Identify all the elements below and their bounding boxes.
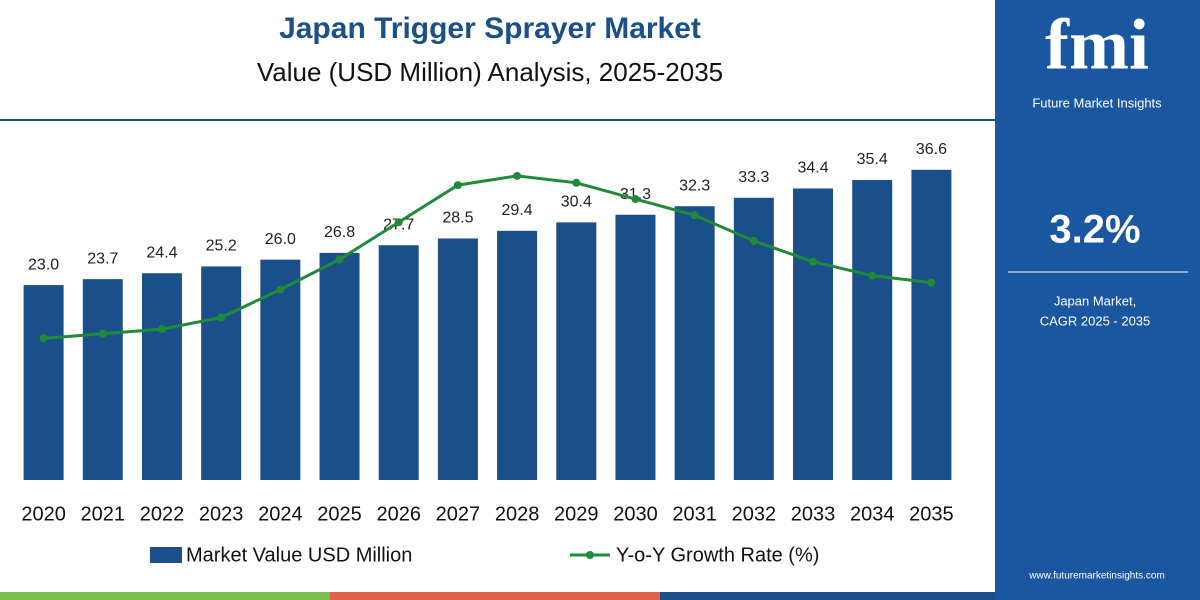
data-label: 26.8 xyxy=(324,224,355,241)
line-point xyxy=(276,285,285,294)
data-label: 28.5 xyxy=(442,210,473,227)
brand: Future Market Insights xyxy=(1032,95,1162,110)
data-label: 36.6 xyxy=(916,141,947,158)
bar xyxy=(141,273,182,480)
bar xyxy=(911,169,952,480)
bar xyxy=(437,238,478,480)
line-point xyxy=(157,325,166,334)
x-tick-label: 2022 xyxy=(140,503,185,525)
x-tick-label: 2025 xyxy=(317,503,362,525)
sidebar xyxy=(995,0,1200,600)
data-label: 35.4 xyxy=(857,151,888,168)
x-tick-label: 2027 xyxy=(436,503,481,525)
line-point xyxy=(217,313,226,322)
line-point xyxy=(690,211,699,220)
bar xyxy=(556,222,597,481)
bar xyxy=(319,252,360,480)
footer-strip xyxy=(660,592,995,600)
chart-title: Japan Trigger Sprayer Market xyxy=(279,12,701,45)
line-point xyxy=(572,178,581,187)
cagr-label: Japan Market, xyxy=(1054,293,1136,308)
bar xyxy=(674,206,715,480)
data-label: 29.4 xyxy=(502,202,533,219)
data-label: 34.4 xyxy=(797,160,828,177)
x-tick-label: 2029 xyxy=(554,503,599,525)
x-tick-label: 2024 xyxy=(258,503,303,525)
x-tick-label: 2032 xyxy=(732,503,777,525)
data-label: 26.0 xyxy=(265,231,296,248)
line-point xyxy=(453,181,462,190)
x-tick-label: 2035 xyxy=(909,503,954,525)
legend-label: Market Value USD Million xyxy=(186,544,412,566)
data-label: 23.7 xyxy=(87,250,118,267)
line-point xyxy=(98,329,107,338)
data-label: 31.3 xyxy=(620,186,651,203)
bar xyxy=(201,266,242,480)
bar xyxy=(793,188,834,480)
cagr-label: CAGR 2025 - 2035 xyxy=(1040,313,1151,328)
footer-strip xyxy=(330,592,660,600)
line-point xyxy=(513,171,522,180)
data-label: 30.4 xyxy=(561,194,592,211)
growth-line xyxy=(43,174,932,340)
logo: fmi xyxy=(1045,5,1149,85)
bar xyxy=(615,214,656,481)
x-tick-label: 2034 xyxy=(850,503,895,525)
line-point xyxy=(335,255,344,264)
line-point xyxy=(394,218,403,227)
cagr: 3.2% xyxy=(1049,208,1140,252)
line-point xyxy=(927,278,936,287)
x-tick-label: 2026 xyxy=(376,503,421,525)
line-point xyxy=(809,257,818,266)
data-label: 25.2 xyxy=(206,238,237,255)
url: www.futuremarketinsights.com xyxy=(1028,571,1165,582)
line-point xyxy=(749,236,758,245)
x-tick-label: 2031 xyxy=(672,503,717,525)
data-label: 32.3 xyxy=(679,177,710,194)
footer-strip xyxy=(0,592,330,600)
x-tick-label: 2033 xyxy=(791,503,836,525)
bar xyxy=(23,285,64,480)
x-tick-label: 2030 xyxy=(613,503,658,525)
x-tick-label: 2028 xyxy=(495,503,540,525)
line-point xyxy=(631,195,640,204)
x-tick-label: 2020 xyxy=(21,503,66,525)
x-tick-label: 2023 xyxy=(199,503,244,525)
data-label: 24.4 xyxy=(146,244,177,261)
legend-swatch xyxy=(150,547,182,563)
bar xyxy=(82,279,123,480)
line-point xyxy=(39,334,48,343)
line-point xyxy=(868,271,877,280)
legend-swatch xyxy=(586,551,594,559)
bar xyxy=(378,245,419,480)
data-label: 23.0 xyxy=(28,256,59,273)
legend-label: Y-o-Y Growth Rate (%) xyxy=(616,544,819,566)
chart-subtitle: Value (USD Million) Analysis, 2025-2035 xyxy=(257,57,723,87)
bar xyxy=(852,179,893,481)
data-label: 33.3 xyxy=(738,169,769,186)
bar xyxy=(497,230,538,480)
x-tick-label: 2021 xyxy=(81,503,126,525)
